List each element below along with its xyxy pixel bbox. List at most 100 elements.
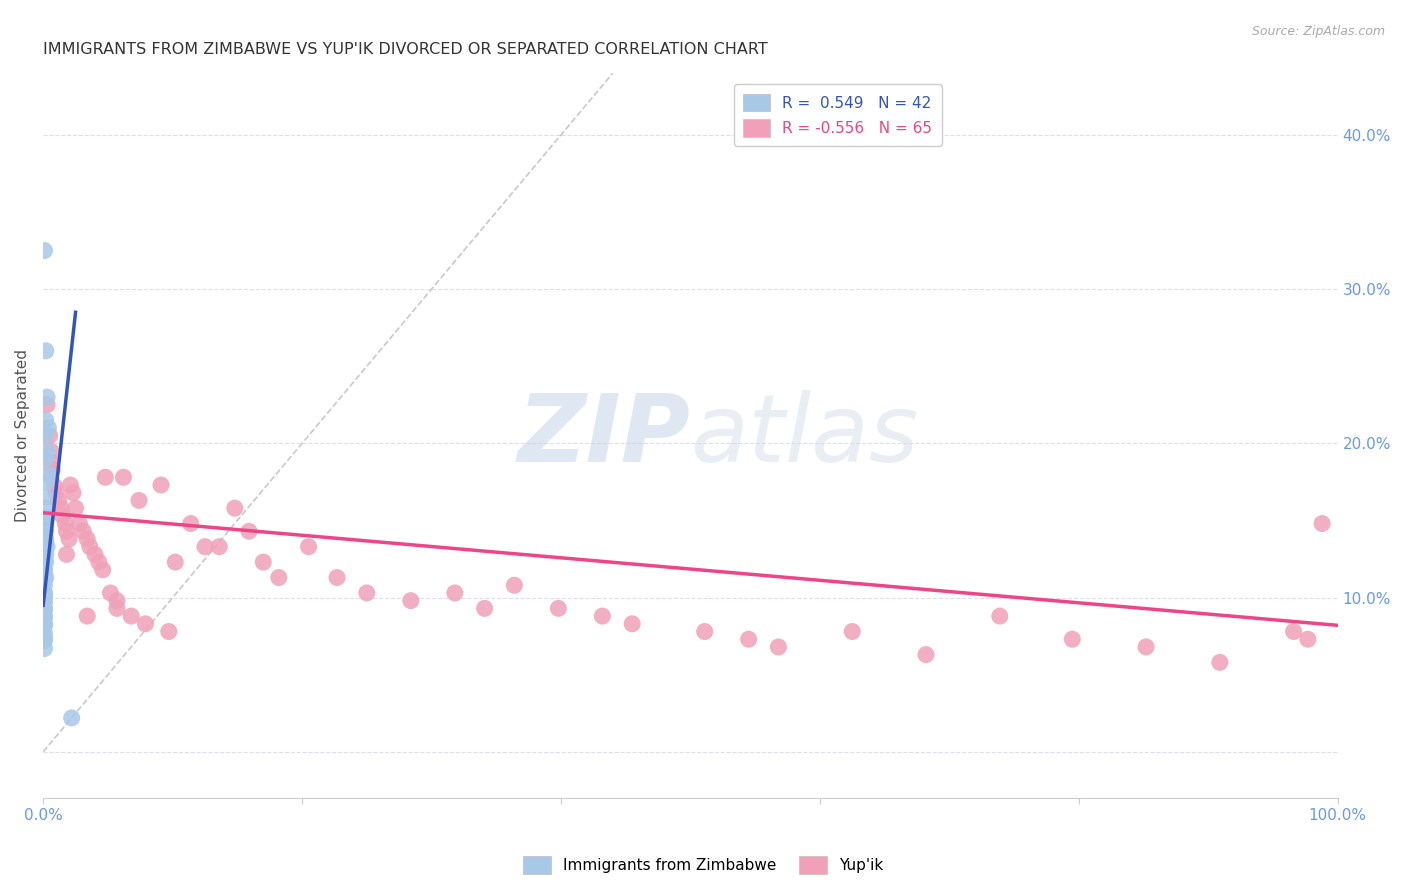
Point <box>34 610 56 624</box>
Point <box>841 624 863 639</box>
Point <box>34 586 56 600</box>
Point <box>180 516 202 531</box>
Point <box>165 555 187 569</box>
Point <box>34 601 56 615</box>
Point <box>35 413 58 427</box>
Point <box>67 516 90 531</box>
Point <box>65 501 87 516</box>
Point <box>737 632 759 647</box>
Point <box>34 587 56 601</box>
Point <box>157 624 180 639</box>
Point <box>1135 640 1157 654</box>
Point <box>238 524 260 539</box>
Point <box>1296 632 1319 647</box>
Point <box>35 451 58 466</box>
Point <box>474 601 496 615</box>
Point <box>547 601 569 615</box>
Point <box>34 563 56 577</box>
Point <box>34 618 56 632</box>
Point <box>58 532 80 546</box>
Point <box>194 540 217 554</box>
Point <box>35 491 58 505</box>
Point <box>39 455 62 469</box>
Point <box>120 609 142 624</box>
Point <box>35 501 58 516</box>
Point <box>45 485 67 500</box>
Point <box>34 626 56 640</box>
Point <box>34 591 56 605</box>
Point <box>76 609 98 624</box>
Point <box>35 524 58 539</box>
Point <box>34 631 56 645</box>
Point <box>34 244 56 258</box>
Point <box>94 470 117 484</box>
Point <box>768 640 790 654</box>
Y-axis label: Divorced or Separated: Divorced or Separated <box>15 349 30 522</box>
Point <box>34 565 56 579</box>
Text: Source: ZipAtlas.com: Source: ZipAtlas.com <box>1251 25 1385 38</box>
Point <box>34 572 56 586</box>
Point <box>35 510 58 524</box>
Point <box>105 593 128 607</box>
Point <box>91 563 114 577</box>
Point <box>35 444 58 458</box>
Point <box>35 343 58 358</box>
Point <box>443 586 465 600</box>
Point <box>34 578 56 592</box>
Point <box>34 595 56 609</box>
Point <box>128 493 150 508</box>
Point <box>39 444 62 458</box>
Point <box>134 616 156 631</box>
Point <box>150 478 173 492</box>
Point <box>34 616 56 631</box>
Point <box>35 398 58 412</box>
Point <box>252 555 274 569</box>
Point <box>1310 516 1333 531</box>
Point <box>1209 656 1232 670</box>
Point <box>208 540 231 554</box>
Point <box>105 601 128 615</box>
Point <box>55 548 77 562</box>
Point <box>34 552 56 566</box>
Point <box>503 578 526 592</box>
Point <box>53 516 76 531</box>
Point <box>52 508 75 523</box>
Point <box>79 540 101 554</box>
Point <box>267 570 290 584</box>
Point <box>100 586 122 600</box>
Point <box>72 524 94 539</box>
Legend: Immigrants from Zimbabwe, Yup'ik: Immigrants from Zimbabwe, Yup'ik <box>517 850 889 880</box>
Point <box>356 586 378 600</box>
Point <box>326 570 349 584</box>
Point <box>915 648 938 662</box>
Point <box>34 641 56 656</box>
Point <box>55 524 77 539</box>
Point <box>35 516 58 531</box>
Point <box>988 609 1011 624</box>
Point <box>59 478 82 492</box>
Point <box>84 548 107 562</box>
Point <box>35 475 58 489</box>
Point <box>60 711 83 725</box>
Point <box>224 501 246 516</box>
Point <box>35 532 58 546</box>
Point <box>399 593 422 607</box>
Point <box>34 603 56 617</box>
Point <box>34 609 56 624</box>
Point <box>34 589 56 603</box>
Legend: R =  0.549   N = 42, R = -0.556   N = 65: R = 0.549 N = 42, R = -0.556 N = 65 <box>734 85 942 145</box>
Point <box>37 467 59 482</box>
Point <box>35 390 58 404</box>
Point <box>34 428 56 442</box>
Point <box>35 555 58 569</box>
Text: atlas: atlas <box>690 390 918 481</box>
Text: ZIP: ZIP <box>517 390 690 482</box>
Point <box>87 555 110 569</box>
Point <box>44 479 66 493</box>
Point <box>38 428 60 442</box>
Text: IMMIGRANTS FROM ZIMBABWE VS YUP'IK DIVORCED OR SEPARATED CORRELATION CHART: IMMIGRANTS FROM ZIMBABWE VS YUP'IK DIVOR… <box>44 42 768 57</box>
Point <box>35 548 58 562</box>
Point <box>34 633 56 648</box>
Point <box>48 493 70 508</box>
Point <box>41 462 63 476</box>
